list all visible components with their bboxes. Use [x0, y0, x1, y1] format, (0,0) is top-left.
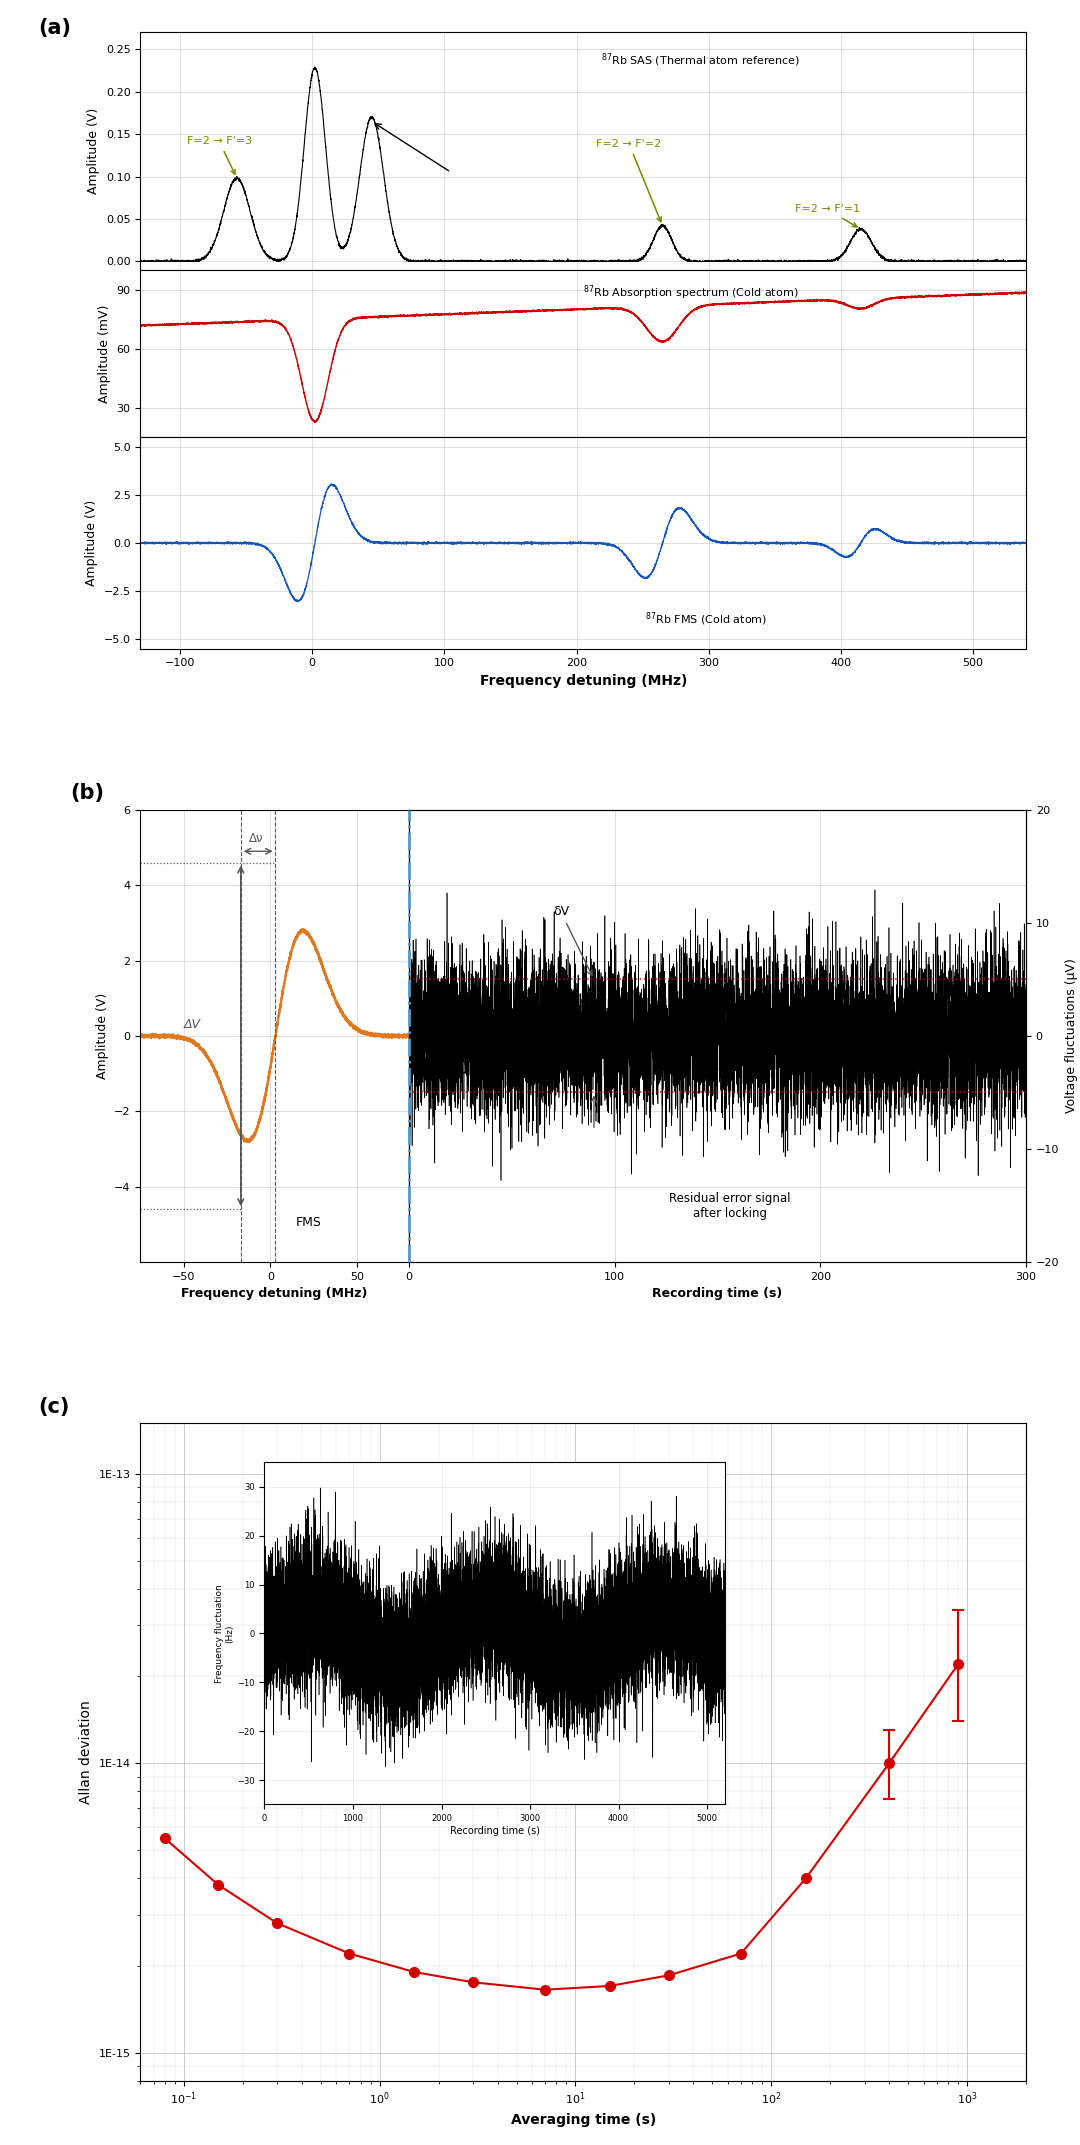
Y-axis label: Amplitude (V): Amplitude (V) [85, 500, 98, 586]
Text: (b): (b) [70, 783, 105, 802]
Text: (c): (c) [39, 1396, 70, 1416]
Y-axis label: Voltage fluctuations (μV): Voltage fluctuations (μV) [1065, 959, 1078, 1113]
Y-axis label: Amplitude (V): Amplitude (V) [96, 993, 109, 1079]
Text: $^{87}$Rb FMS (Cold atom): $^{87}$Rb FMS (Cold atom) [645, 611, 767, 628]
X-axis label: Recording time (s): Recording time (s) [652, 1287, 783, 1300]
Y-axis label: Amplitude (V): Amplitude (V) [87, 107, 100, 195]
Text: FMS: FMS [296, 1216, 322, 1229]
Text: F=2 → F'=1: F=2 → F'=1 [795, 204, 860, 227]
Text: F=2 → F'=2: F=2 → F'=2 [596, 139, 662, 221]
Text: F=2 → F'=3: F=2 → F'=3 [187, 137, 252, 174]
X-axis label: Frequency detuning (MHz): Frequency detuning (MHz) [181, 1287, 368, 1300]
Text: ΔV: ΔV [184, 1019, 201, 1032]
Y-axis label: Amplitude (mV): Amplitude (mV) [98, 305, 111, 403]
Text: $^{87}$Rb Absorption spectrum (Cold atom): $^{87}$Rb Absorption spectrum (Cold atom… [583, 283, 798, 302]
X-axis label: Averaging time (s): Averaging time (s) [511, 2113, 656, 2126]
Y-axis label: Allan deviation: Allan deviation [79, 1701, 93, 1804]
Text: δV: δV [553, 905, 592, 976]
Text: Δν: Δν [249, 832, 264, 845]
Text: Residual error signal
after locking: Residual error signal after locking [669, 1193, 791, 1221]
Text: $^{87}$Rb SAS (Thermal atom reference): $^{87}$Rb SAS (Thermal atom reference) [600, 51, 800, 69]
Text: (a): (a) [39, 17, 71, 39]
X-axis label: Frequency detuning (MHz): Frequency detuning (MHz) [480, 674, 687, 689]
